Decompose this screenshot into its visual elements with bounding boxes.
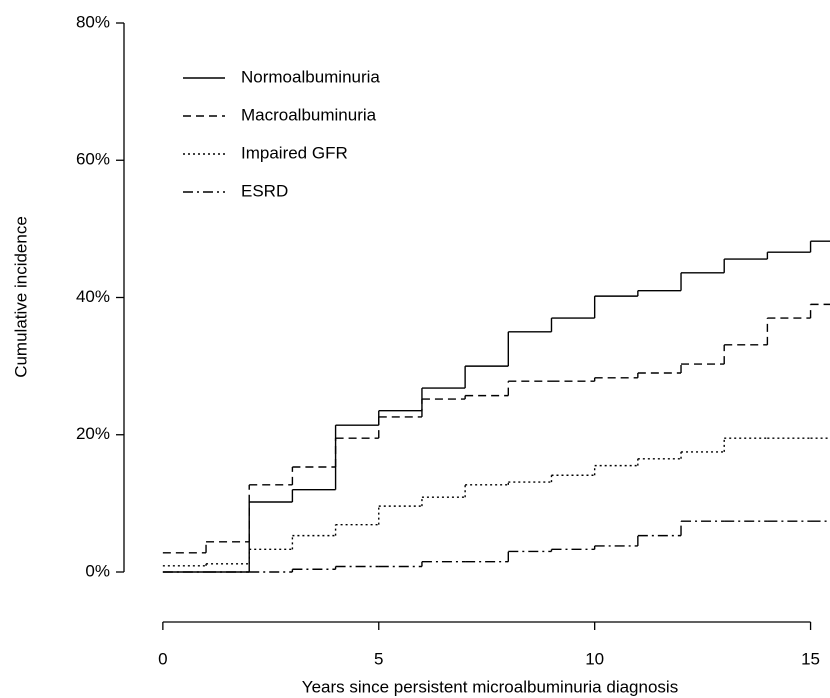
y-tick-label: 40%	[76, 287, 110, 306]
y-tick-label: 60%	[76, 150, 110, 169]
x-tick-label: 5	[374, 649, 383, 668]
y-axis-label: Cumulative incidence	[11, 216, 30, 378]
legend-label: Normoalbuminuria	[241, 67, 380, 86]
x-tick-label: 15	[801, 649, 820, 668]
legend-label: Macroalbuminuria	[241, 105, 377, 124]
y-tick-label: 20%	[76, 424, 110, 443]
y-tick-label: 80%	[76, 12, 110, 31]
x-tick-label: 10	[585, 649, 604, 668]
legend-label: Impaired GFR	[241, 143, 348, 162]
legend-label: ESRD	[241, 181, 288, 200]
x-axis-label: Years since persistent microalbuminuria …	[302, 677, 678, 696]
y-tick-label: 0%	[85, 561, 110, 580]
x-tick-label: 0	[158, 649, 167, 668]
